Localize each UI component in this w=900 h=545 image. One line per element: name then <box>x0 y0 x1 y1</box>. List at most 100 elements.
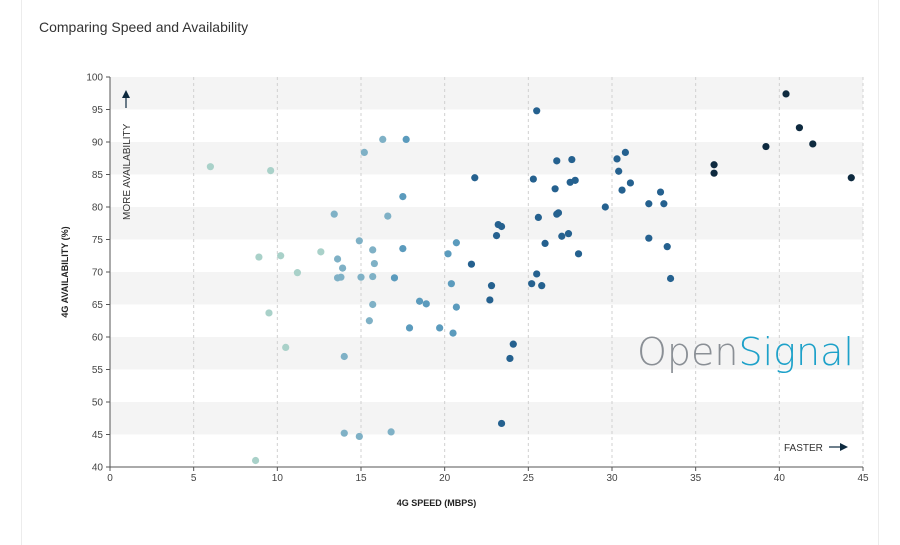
data-point <box>265 309 273 317</box>
grid-band <box>110 142 863 175</box>
x-tick-label: 45 <box>857 473 869 484</box>
y-tick-label: 100 <box>86 73 103 84</box>
data-point <box>282 343 290 351</box>
y-tick-label: 55 <box>92 365 104 376</box>
data-point <box>365 317 373 325</box>
data-point <box>809 140 817 148</box>
data-point <box>277 252 285 260</box>
grid-band <box>110 337 863 370</box>
grid-band <box>110 77 863 110</box>
data-point <box>330 210 338 218</box>
data-point <box>338 264 347 272</box>
data-point <box>436 324 444 332</box>
data-point <box>554 209 563 217</box>
y-tick-label: 60 <box>92 333 104 344</box>
data-point <box>251 456 260 465</box>
data-point <box>467 260 476 268</box>
data-point <box>795 124 804 132</box>
data-point <box>486 296 494 304</box>
x-tick-label: 5 <box>191 473 197 484</box>
y-tick-label: 75 <box>92 235 104 246</box>
data-point <box>355 237 363 245</box>
up-arrow-icon <box>122 90 130 98</box>
data-point <box>782 90 790 98</box>
data-point <box>444 250 452 258</box>
data-point <box>558 232 566 240</box>
data-point <box>568 155 576 164</box>
data-point <box>293 269 302 277</box>
data-point <box>415 297 424 305</box>
data-point <box>317 248 325 256</box>
data-point <box>399 193 407 201</box>
data-point <box>449 329 457 337</box>
y-tick-label: 95 <box>92 105 104 116</box>
data-point <box>656 188 665 196</box>
chart-title: Comparing Speed and Availability <box>39 19 249 35</box>
more-availability-label: MORE AVAILABILITY <box>122 123 133 220</box>
data-point <box>379 135 387 143</box>
x-tick-label: 10 <box>272 473 284 484</box>
data-point <box>487 282 496 290</box>
data-point <box>645 234 653 242</box>
x-axis-title: 4G SPEED (MBPS) <box>397 498 477 508</box>
data-point <box>847 174 855 182</box>
data-point <box>534 213 542 221</box>
data-point <box>206 163 214 171</box>
data-point <box>538 282 546 290</box>
data-point <box>533 107 541 115</box>
y-tick-label: 50 <box>92 398 104 409</box>
data-point <box>447 280 455 288</box>
chart-card <box>21 0 879 545</box>
x-tick-label: 0 <box>107 473 113 484</box>
data-point <box>663 243 671 251</box>
data-point <box>357 273 365 281</box>
right-arrow-icon <box>840 443 848 451</box>
data-point <box>574 250 583 258</box>
data-point <box>621 148 629 156</box>
data-point <box>762 142 770 151</box>
data-point <box>497 222 506 231</box>
data-point <box>390 274 399 282</box>
y-tick-label: 80 <box>92 203 104 214</box>
data-point <box>370 259 378 268</box>
x-tick-label: 15 <box>355 473 367 484</box>
data-point <box>529 175 537 183</box>
faster-label: FASTER <box>784 443 823 454</box>
data-point <box>626 179 635 187</box>
data-point <box>360 148 368 156</box>
grid-band <box>110 207 863 240</box>
data-point <box>399 245 407 253</box>
data-point <box>405 324 414 332</box>
data-point <box>710 169 718 177</box>
y-tick-label: 45 <box>92 430 104 441</box>
data-point <box>384 212 392 220</box>
data-point <box>613 155 621 163</box>
grid-band <box>110 402 863 435</box>
data-point <box>541 239 549 247</box>
x-tick-label: 20 <box>439 473 451 484</box>
x-tick-label: 25 <box>523 473 535 484</box>
x-tick-label: 35 <box>690 473 702 484</box>
data-point <box>666 274 675 283</box>
data-point <box>497 419 506 428</box>
data-point <box>355 432 363 441</box>
data-point <box>471 174 479 182</box>
data-point <box>255 253 263 261</box>
data-point <box>452 303 460 311</box>
y-tick-label: 40 <box>92 463 104 474</box>
opensignal-logo: OpenSignal <box>637 330 854 374</box>
data-point <box>710 161 718 169</box>
data-point <box>340 352 348 361</box>
data-point <box>615 167 623 175</box>
data-point <box>509 340 517 348</box>
data-point <box>660 200 668 208</box>
data-point <box>528 280 536 288</box>
data-point <box>340 429 348 437</box>
data-point <box>387 428 395 436</box>
data-point <box>533 270 541 278</box>
data-point <box>492 232 501 240</box>
y-tick-label: 65 <box>92 300 104 311</box>
data-point <box>369 300 377 309</box>
data-point <box>618 186 626 194</box>
